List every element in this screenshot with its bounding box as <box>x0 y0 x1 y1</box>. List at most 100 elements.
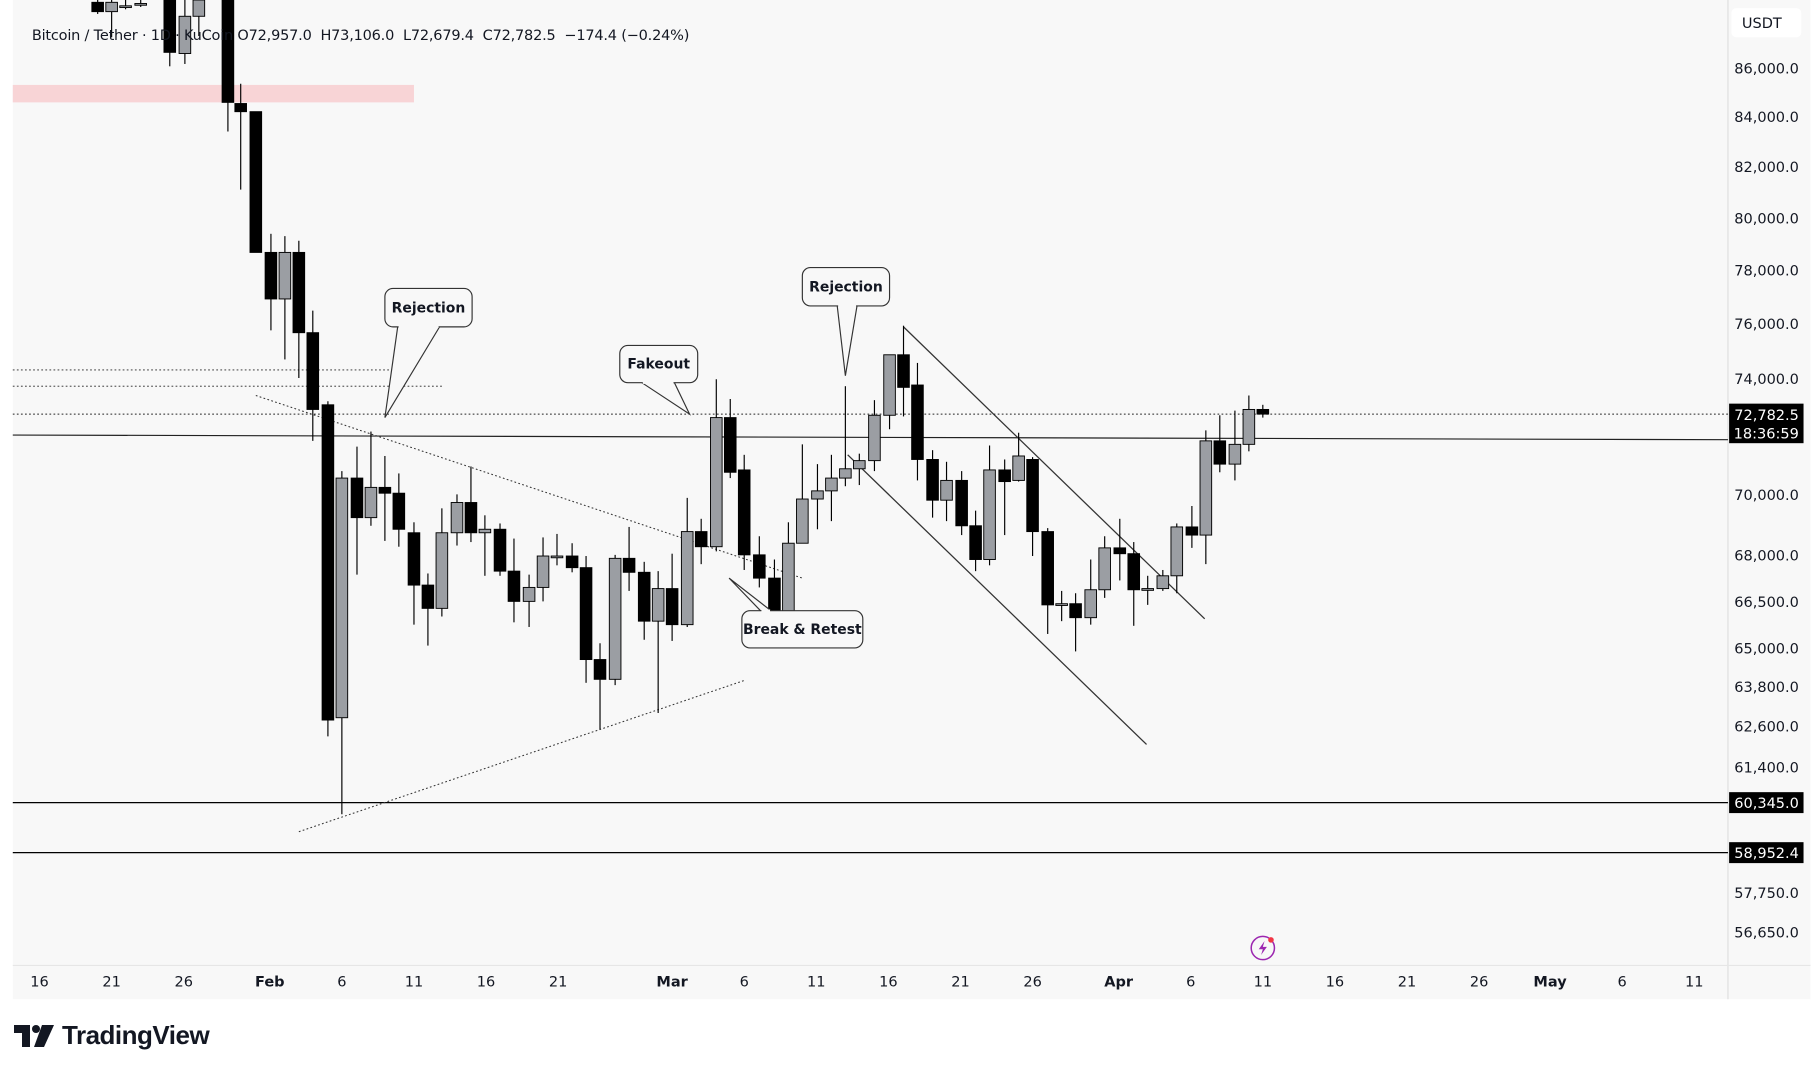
candle[interactable] <box>1242 395 1256 452</box>
candle[interactable] <box>435 508 449 617</box>
candle[interactable] <box>753 536 766 588</box>
candle[interactable] <box>839 386 852 487</box>
currency-button[interactable]: USDT <box>1731 8 1802 38</box>
candle[interactable] <box>1256 404 1270 418</box>
candle[interactable] <box>1141 575 1154 605</box>
candle[interactable] <box>507 538 521 623</box>
candle[interactable] <box>911 362 924 481</box>
callout-bubble[interactable]: Rejection <box>384 287 473 418</box>
callout-bubble[interactable]: Break & Retest <box>728 577 864 649</box>
candle[interactable] <box>105 0 118 38</box>
candle[interactable] <box>1185 506 1199 548</box>
candle[interactable] <box>292 240 306 379</box>
candle[interactable] <box>234 83 247 190</box>
candle[interactable] <box>723 398 737 479</box>
candle[interactable] <box>1012 432 1025 482</box>
candle[interactable] <box>694 518 708 565</box>
candle-body-up <box>192 0 206 17</box>
candle[interactable] <box>710 379 723 552</box>
candle[interactable] <box>853 453 866 486</box>
candle[interactable] <box>421 573 435 646</box>
candle[interactable] <box>306 310 320 441</box>
candle[interactable] <box>192 0 206 37</box>
candle[interactable] <box>264 233 278 331</box>
candle[interactable] <box>868 400 881 472</box>
candle[interactable] <box>178 0 192 64</box>
candle[interactable] <box>579 556 593 683</box>
candle[interactable] <box>680 497 694 627</box>
candle[interactable] <box>392 473 406 547</box>
candle[interactable] <box>450 494 464 546</box>
interval-label[interactable]: 1D <box>150 28 171 44</box>
candle[interactable] <box>249 111 263 253</box>
candle[interactable] <box>998 459 1011 536</box>
candle[interactable] <box>955 471 968 536</box>
candle[interactable] <box>536 537 550 602</box>
candle[interactable] <box>1041 528 1054 634</box>
candlestick-series[interactable] <box>91 0 1270 815</box>
candle[interactable] <box>163 0 177 67</box>
candle[interactable] <box>926 450 939 518</box>
candle[interactable] <box>478 515 492 576</box>
chart-pane[interactable] <box>12 0 1728 966</box>
candle[interactable] <box>651 571 665 714</box>
candle[interactable] <box>608 554 622 686</box>
candle[interactable] <box>91 0 104 14</box>
candle[interactable] <box>593 643 607 730</box>
candle[interactable] <box>350 446 364 575</box>
candle[interactable] <box>221 0 235 132</box>
candle[interactable] <box>278 236 292 360</box>
candle[interactable] <box>335 471 349 815</box>
tradingview-logo[interactable]: TradingView <box>14 1020 210 1051</box>
symbol-name[interactable]: Bitcoin / Tether <box>31 28 138 44</box>
candle[interactable] <box>522 574 536 627</box>
candle[interactable] <box>637 561 651 640</box>
candle[interactable] <box>1098 536 1111 598</box>
candle[interactable] <box>1213 415 1227 473</box>
candle[interactable] <box>565 543 579 573</box>
price-axis-pane[interactable] <box>1727 0 1811 966</box>
candle[interactable] <box>883 354 896 430</box>
channel-upper-line[interactable] <box>903 326 1206 620</box>
candle[interactable] <box>796 444 809 544</box>
symbol-legend[interactable]: Bitcoin / Tether · 1D · KuCoin O72,957.0… <box>23 12 690 44</box>
price-tick-label: 82,000.0 <box>1734 160 1799 176</box>
candle[interactable] <box>364 431 378 526</box>
candle[interactable] <box>1199 430 1213 565</box>
channel-lower-line[interactable] <box>847 454 1147 745</box>
candle[interactable] <box>1127 542 1141 626</box>
candle[interactable] <box>825 454 838 522</box>
candle[interactable] <box>1069 593 1082 652</box>
callout-bubble[interactable]: Fakeout <box>619 344 699 416</box>
candle[interactable] <box>493 523 507 576</box>
candle[interactable] <box>622 526 636 591</box>
candle[interactable] <box>940 461 953 522</box>
candle[interactable] <box>464 466 478 543</box>
candle[interactable] <box>550 533 564 566</box>
candle[interactable] <box>1113 518 1127 581</box>
resistance-zone[interactable] <box>12 84 414 103</box>
candle[interactable] <box>665 553 679 641</box>
candle[interactable] <box>1026 457 1039 557</box>
candle[interactable] <box>983 445 996 566</box>
candle[interactable] <box>1228 410 1242 481</box>
candle[interactable] <box>969 510 982 572</box>
candle[interactable] <box>119 0 132 10</box>
candle[interactable] <box>737 454 751 570</box>
candle[interactable] <box>378 455 392 541</box>
candle[interactable] <box>811 464 824 530</box>
annotations-layer[interactable]: Rejection Fakeout Rejection Break & Retest <box>384 266 891 649</box>
time-axis-pane[interactable] <box>12 965 1811 1000</box>
candle[interactable] <box>1156 569 1170 591</box>
candle[interactable] <box>321 401 335 737</box>
ascending-trendline[interactable] <box>298 679 745 833</box>
lightning-icon[interactable] <box>1250 935 1276 961</box>
candle[interactable] <box>134 0 147 7</box>
candle[interactable] <box>1055 590 1068 622</box>
candle[interactable] <box>1084 559 1098 625</box>
candle[interactable] <box>1170 523 1184 594</box>
callout-bubble[interactable]: Rejection <box>801 266 891 376</box>
candle[interactable] <box>407 522 421 625</box>
candle[interactable] <box>897 325 910 417</box>
